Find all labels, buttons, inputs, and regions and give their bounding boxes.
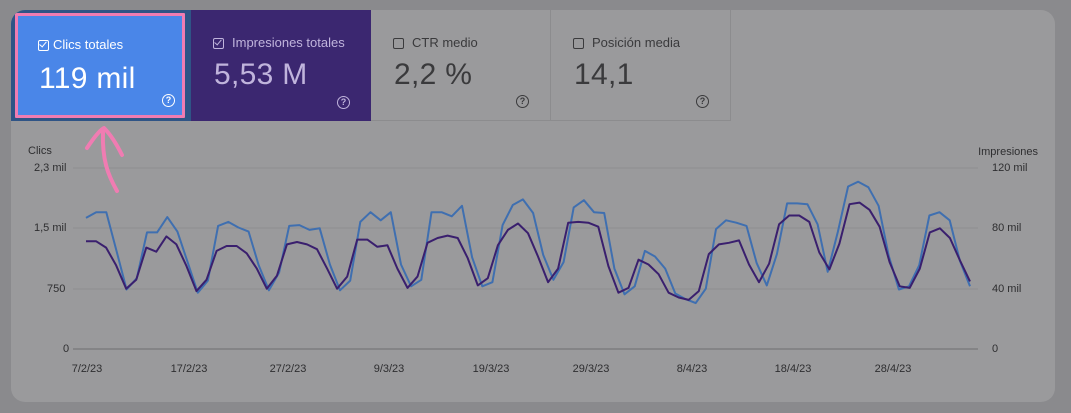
right-axis-title: Impresiones — [978, 146, 1038, 158]
card-total-clicks[interactable]: Clics totales 119 mil ? — [11, 10, 191, 121]
x-tick: 8/4/23 — [676, 363, 708, 375]
metric-cards: Clics totales 119 mil ? Impresiones tota… — [11, 10, 731, 121]
series-line-clicks — [85, 180, 971, 305]
checkbox-checked-icon[interactable] — [38, 39, 49, 51]
x-tick: 28/4/23 — [874, 363, 912, 375]
left-axis-title: Clics — [28, 145, 52, 157]
left-tick: 0 — [63, 343, 70, 355]
series-line-impressions — [86, 201, 971, 301]
card-value: 2,2 % — [394, 58, 473, 91]
help-icon[interactable]: ? — [516, 95, 529, 108]
card-avg-ctr[interactable]: CTR medio 2,2 % ? — [371, 10, 551, 121]
right-tick: 0 — [992, 343, 999, 355]
right-tick: 80 mil — [992, 222, 1022, 234]
card-value: 14,1 — [574, 58, 634, 91]
help-icon[interactable]: ? — [696, 95, 709, 108]
x-tick: 18/4/23 — [774, 363, 812, 375]
checkbox-unchecked-icon[interactable] — [573, 38, 584, 49]
card-total-impressions[interactable]: Impresiones totales 5,53 M ? — [191, 10, 371, 121]
performance-panel: Clics totales 119 mil ? Impresiones tota… — [11, 10, 1055, 402]
right-tick: 120 mil — [992, 162, 1028, 174]
x-tick: 27/2/23 — [269, 363, 307, 375]
card-avg-position[interactable]: Posición media 14,1 ? — [551, 10, 731, 121]
checkbox-checked-icon[interactable] — [213, 37, 224, 49]
card-highlight-frame: Clics totales 119 mil ? — [15, 13, 185, 118]
help-icon[interactable]: ? — [337, 96, 350, 109]
checkbox-unchecked-icon[interactable] — [393, 38, 404, 49]
left-tick: 1,5 mil — [34, 222, 67, 234]
right-tick: 40 mil — [992, 283, 1022, 295]
help-icon[interactable]: ? — [162, 94, 175, 107]
performance-chart — [73, 167, 978, 350]
x-tick: 17/2/23 — [170, 363, 208, 375]
x-tick: 29/3/23 — [572, 363, 610, 375]
left-tick: 2,3 mil — [34, 162, 67, 174]
card-value: 5,53 M — [214, 58, 308, 91]
x-tick: 7/2/23 — [71, 363, 103, 375]
left-tick: 750 — [47, 283, 66, 295]
x-tick: 9/3/23 — [373, 363, 405, 375]
x-tick: 19/3/23 — [472, 363, 510, 375]
card-value: 119 mil — [39, 62, 136, 95]
